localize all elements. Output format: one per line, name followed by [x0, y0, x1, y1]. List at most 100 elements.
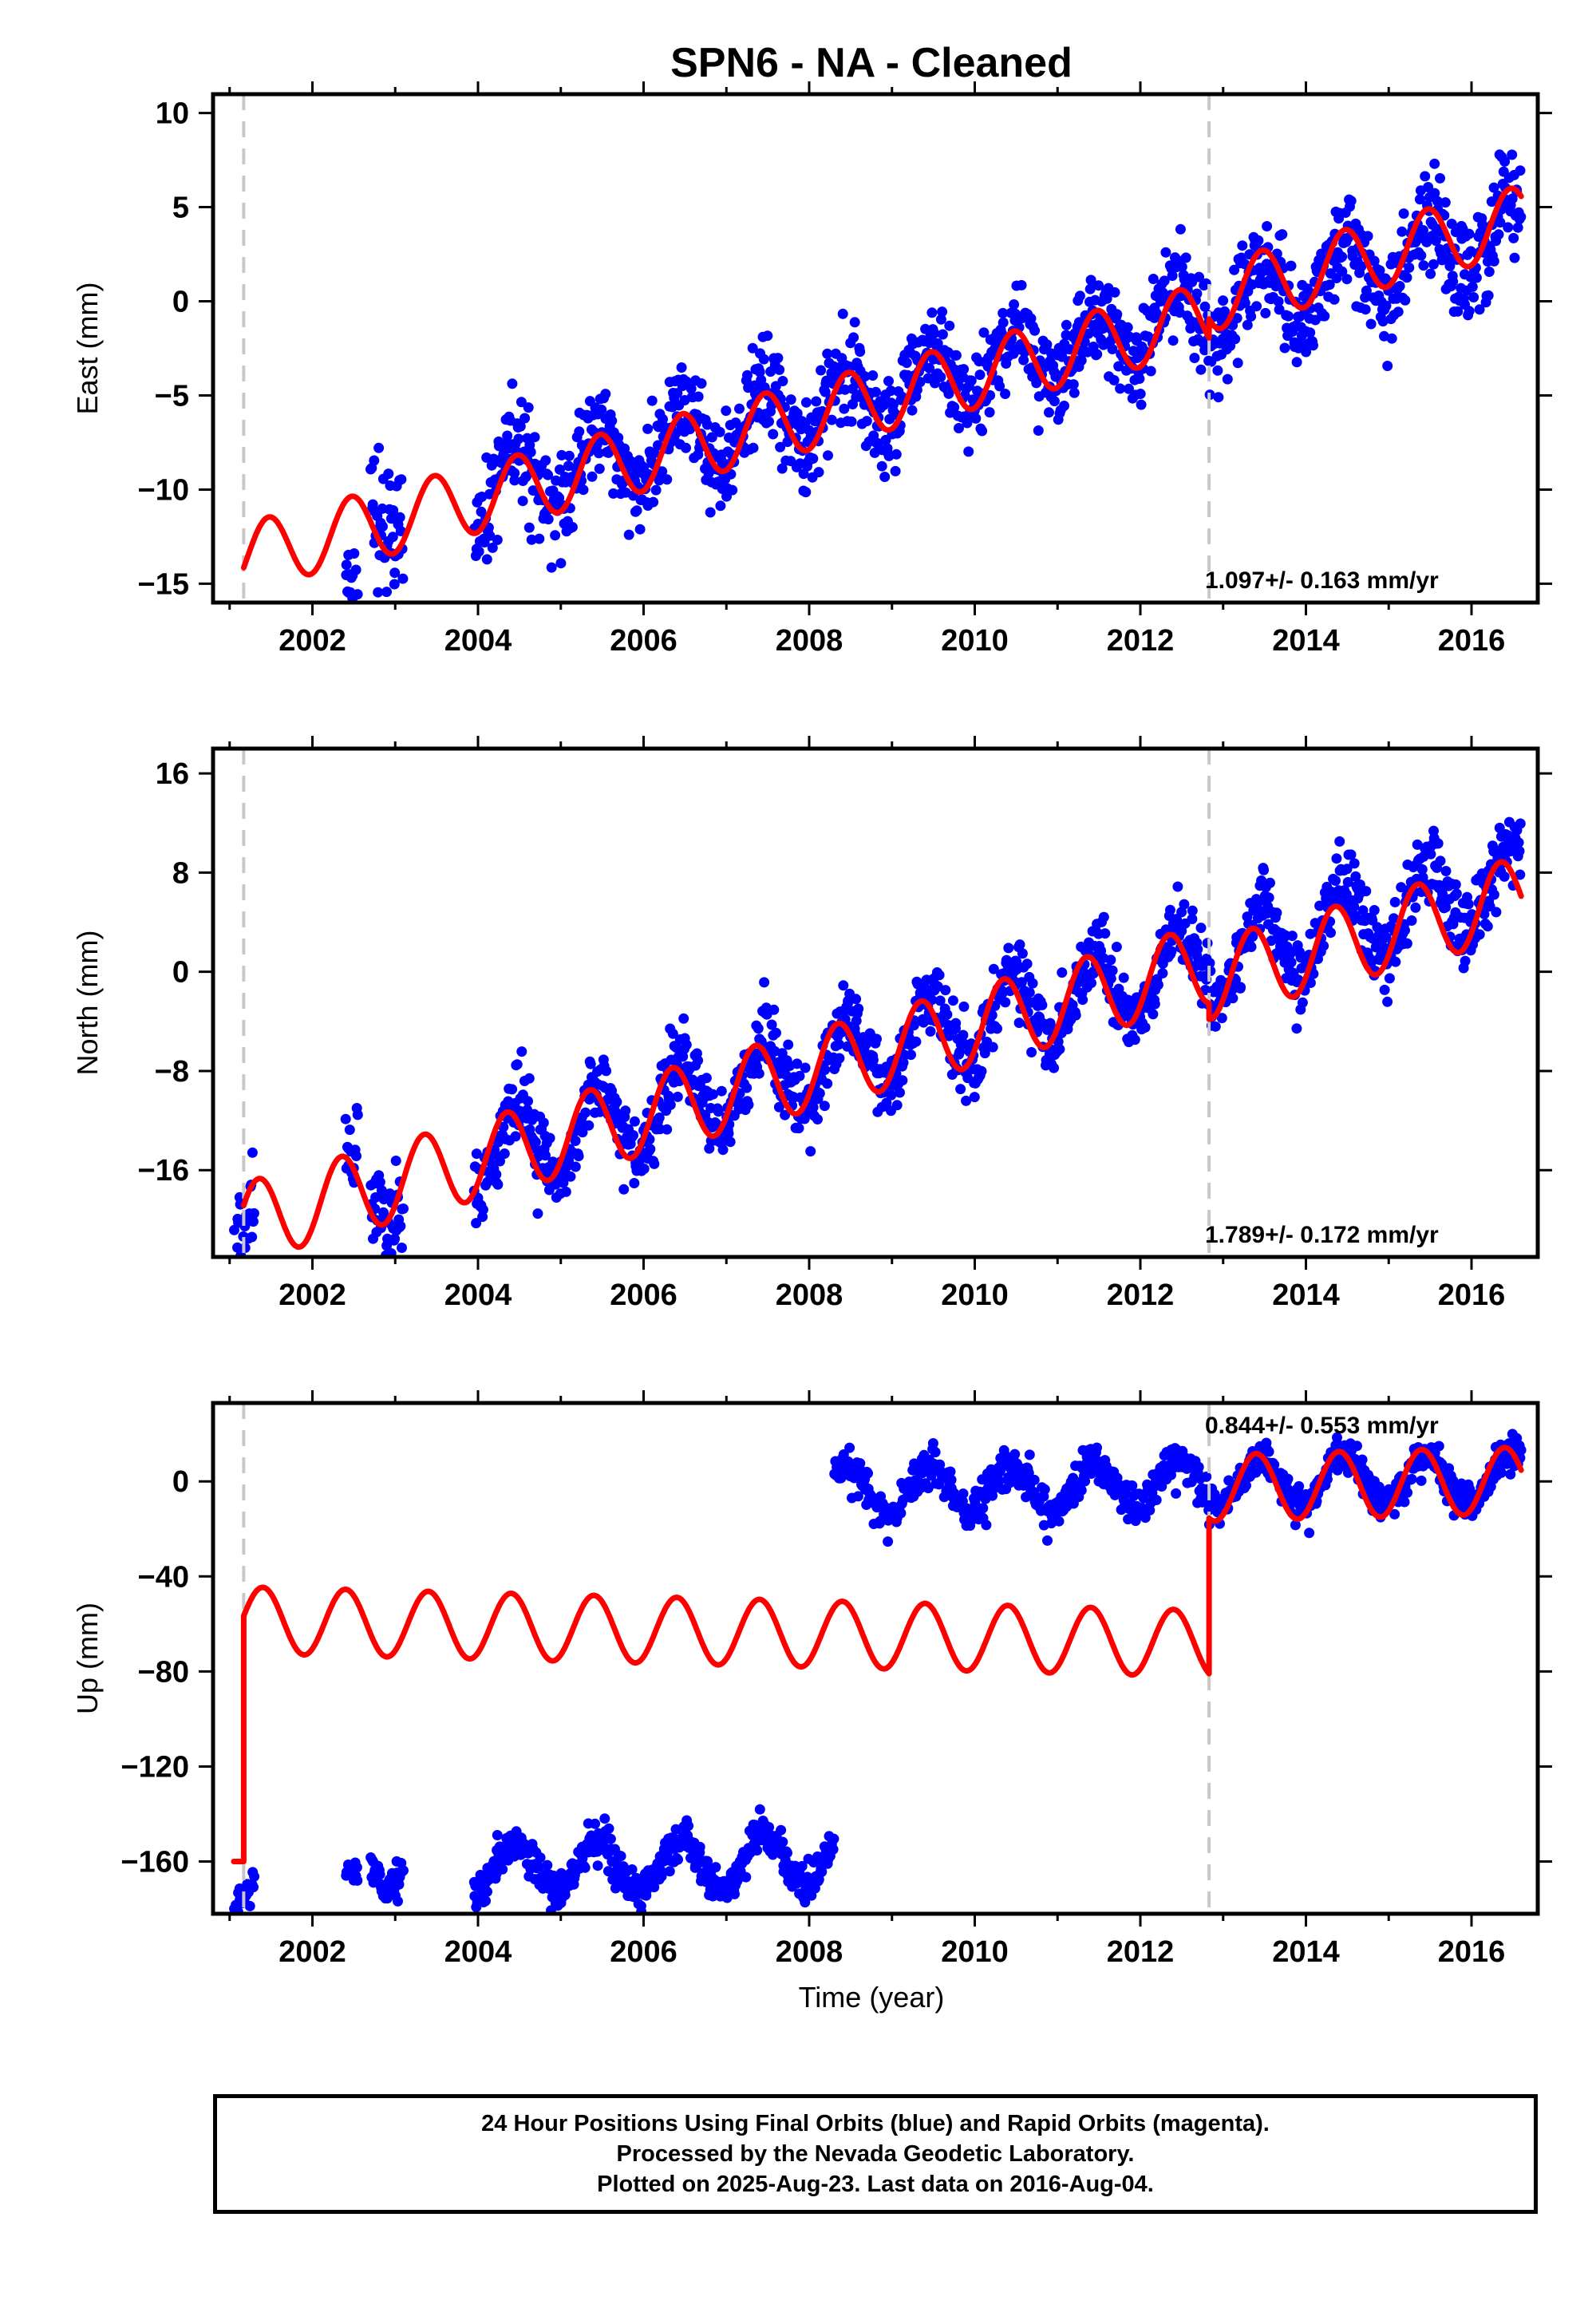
- observation-point: [950, 350, 962, 361]
- observation-point: [1321, 1474, 1333, 1485]
- observation-point: [935, 371, 946, 382]
- observation-point: [1219, 306, 1231, 317]
- observation-point: [693, 1055, 704, 1066]
- observation-point: [642, 423, 654, 434]
- observation-point: [1018, 354, 1029, 366]
- observation-point: [673, 1854, 683, 1865]
- observation-point: [901, 358, 912, 369]
- observation-point: [605, 1833, 616, 1844]
- observation-point: [1029, 1474, 1040, 1485]
- observation-point: [350, 564, 361, 575]
- observation-point: [867, 370, 879, 381]
- observation-point: [1151, 1495, 1162, 1505]
- observation-point: [662, 474, 673, 485]
- y-axis-label: Up (mm): [71, 1603, 104, 1714]
- observation-point: [694, 1841, 705, 1852]
- observation-point: [1341, 274, 1353, 285]
- observation-point: [670, 1824, 681, 1835]
- x-tick-label: 2014: [1272, 1279, 1340, 1312]
- observation-point: [805, 1146, 816, 1157]
- observation-point: [1271, 907, 1282, 919]
- footer-line-orbits: 24 Hour Positions Using Final Orbits (bl…: [481, 2111, 1270, 2136]
- observation-point: [1499, 156, 1511, 167]
- processing-info-box: 24 Hour Positions Using Final Orbits (bl…: [213, 2094, 1538, 2214]
- observation-point: [374, 1869, 385, 1880]
- observation-point: [1266, 935, 1277, 947]
- observation-point: [974, 370, 986, 381]
- observation-point: [1277, 229, 1288, 240]
- observation-point: [529, 432, 540, 443]
- observation-point: [1428, 259, 1439, 270]
- observation-point: [546, 562, 557, 573]
- rate-annotation: 1.097+/- 0.163 mm/yr: [1205, 567, 1439, 594]
- observation-point: [1488, 255, 1499, 267]
- observation-point: [1400, 294, 1411, 306]
- observation-point: [716, 456, 727, 467]
- observation-point: [230, 1293, 240, 1303]
- observation-point: [1396, 226, 1408, 237]
- x-tick-label: 2006: [610, 1935, 678, 1969]
- observation-point: [1263, 1446, 1274, 1457]
- x-tick-label: 2002: [279, 1279, 346, 1312]
- observation-point: [230, 1294, 240, 1304]
- observation-point: [826, 414, 837, 425]
- observation-point: [1514, 846, 1525, 856]
- observation-point: [927, 1438, 938, 1448]
- observation-point: [542, 1860, 553, 1871]
- observation-point: [823, 450, 833, 461]
- observation-point: [1416, 1475, 1427, 1486]
- observation-point: [1200, 985, 1211, 995]
- y-tick-label: −8: [155, 1055, 189, 1089]
- observation-point: [623, 529, 634, 540]
- observation-point: [530, 1136, 541, 1148]
- observation-point: [1444, 260, 1456, 271]
- observation-point: [1505, 1468, 1516, 1480]
- observation-point: [753, 1023, 764, 1034]
- observation-point: [1033, 425, 1044, 436]
- observation-point: [646, 395, 658, 406]
- observation-point: [389, 579, 400, 590]
- observation-point: [473, 546, 484, 557]
- observation-point: [1356, 261, 1367, 272]
- observation-point: [1399, 1496, 1410, 1508]
- observation-point: [926, 307, 938, 318]
- observation-point: [932, 338, 943, 349]
- observation-point: [754, 366, 765, 377]
- observation-point: [556, 449, 567, 460]
- observation-point: [1199, 301, 1211, 312]
- model-curve: [231, 1445, 1524, 1864]
- observation-point: [1160, 247, 1171, 258]
- observation-point: [855, 346, 866, 358]
- observation-point: [758, 354, 769, 365]
- observation-point: [1013, 1018, 1025, 1029]
- observation-point: [808, 453, 819, 464]
- observation-point: [852, 1491, 863, 1502]
- observation-point: [1400, 925, 1410, 936]
- observation-point: [395, 1220, 406, 1231]
- observation-point: [935, 314, 946, 325]
- observation-point: [544, 1132, 555, 1144]
- observation-point: [645, 1144, 656, 1155]
- observation-point: [232, 1242, 243, 1253]
- observation-point: [491, 1169, 502, 1180]
- y-tick-label: −160: [120, 1846, 189, 1879]
- plot-frame: [211, 1401, 1540, 1916]
- observation-point: [388, 505, 399, 516]
- observation-point: [772, 353, 784, 364]
- observation-point: [1175, 223, 1186, 235]
- rate-annotation: 1.789+/- 0.172 mm/yr: [1205, 1222, 1439, 1248]
- observation-point: [1429, 158, 1440, 169]
- observation-point: [867, 1054, 879, 1065]
- observation-point: [1000, 389, 1011, 399]
- observation-point: [1357, 905, 1369, 916]
- observation-point: [754, 1804, 765, 1815]
- observation-point: [567, 522, 578, 532]
- observation-point: [994, 381, 1005, 392]
- plot-frame: [211, 92, 1540, 605]
- observation-point: [515, 421, 526, 432]
- observation-point: [1406, 1473, 1417, 1484]
- observation-point: [247, 671, 257, 682]
- observation-point: [1488, 889, 1499, 900]
- x-tick-label: 2002: [279, 624, 346, 658]
- observation-point: [1239, 298, 1250, 309]
